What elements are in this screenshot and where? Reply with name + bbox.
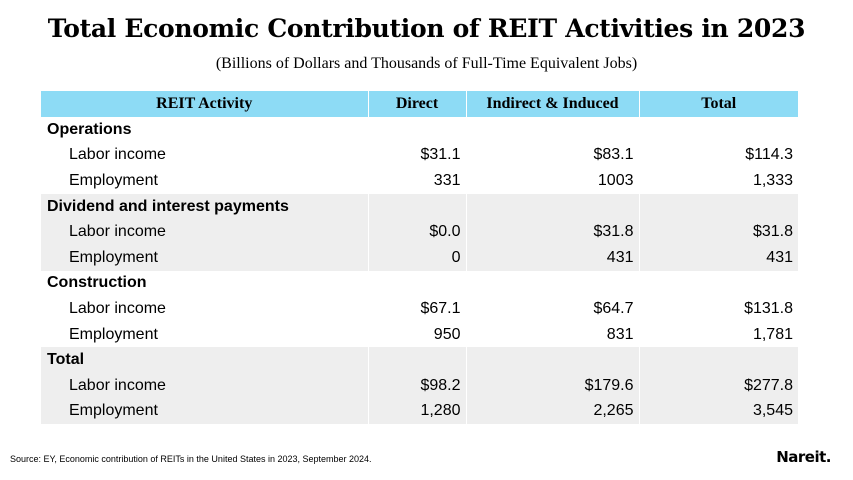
header-total: Total — [639, 91, 798, 117]
header-direct: Direct — [368, 91, 467, 117]
cell-indirect: 2,265 — [466, 398, 640, 425]
page-title: Total Economic Contribution of REIT Acti… — [47, 14, 806, 43]
cell-total: 3,545 — [639, 398, 798, 425]
cell-indirect: $83.1 — [466, 142, 640, 169]
cell-indirect: $64.7 — [466, 296, 640, 322]
cell-direct: 0 — [368, 244, 467, 271]
cell-total: 1,333 — [752, 171, 793, 189]
cell-total: $31.8 — [639, 219, 798, 245]
row-label: Labor income — [41, 372, 369, 399]
cell-direct: $0.0 — [368, 219, 467, 245]
table-row: Employment 331 1003 1,333 — [41, 168, 798, 194]
reit-contribution-table: REIT Activity Direct Indirect & Induced … — [41, 91, 798, 425]
table-row: Labor income $98.2 $179.6 $277.8 — [41, 372, 798, 399]
cell-indirect: $179.6 — [466, 372, 640, 399]
page-subtitle: (Billions of Dollars and Thousands of Fu… — [215, 55, 638, 72]
cell-indirect: 831 — [466, 321, 640, 348]
header-indirect-induced: Indirect & Induced — [466, 91, 640, 117]
table-row: Employment 0 431 431 — [41, 244, 798, 271]
row-label: Labor income — [41, 219, 369, 245]
cell-direct: $67.1 — [368, 296, 467, 322]
cell-indirect: 431 — [466, 244, 640, 271]
section-row-total: Total — [41, 347, 798, 373]
table-row: Labor income $0.0 $31.8 $31.8 — [41, 219, 798, 245]
row-label: Labor income — [41, 296, 369, 322]
cell-direct: 950 — [368, 321, 467, 348]
section-row-operations: Operations — [41, 117, 798, 143]
cell-direct: $31.1 — [368, 142, 467, 169]
row-label: Employment — [41, 321, 369, 348]
section-label: Total — [41, 347, 369, 373]
cell-total: 431 — [639, 244, 798, 271]
table-row: Labor income $31.1 $83.1 $114.3 — [41, 142, 798, 169]
header-reit-activity: REIT Activity — [41, 91, 369, 117]
cell-total: $131.8 — [744, 299, 793, 317]
row-label: Employment — [41, 168, 369, 194]
cell-total: $114.3 — [745, 146, 793, 164]
table-header-row: REIT Activity Direct Indirect & Induced … — [41, 91, 798, 117]
table-row: Employment 1,280 2,265 3,545 — [41, 398, 798, 425]
section-row-dividend-interest: Dividend and interest payments — [41, 193, 798, 220]
section-row-construction: Construction — [41, 270, 798, 297]
row-label: Employment — [41, 398, 369, 425]
row-label: Labor income — [41, 142, 369, 169]
cell-total: 1,781 — [752, 325, 793, 343]
nareit-logo: Nareit. — [776, 448, 831, 466]
table-row: Labor income $67.1 $64.7 $131.8 — [41, 296, 798, 322]
section-label: Operations — [41, 117, 369, 143]
cell-indirect: $31.8 — [466, 219, 640, 245]
source-note: Source: EY, Economic contribution of REI… — [10, 454, 372, 464]
table-row: Employment 950 831 1,781 — [41, 321, 798, 348]
cell-indirect: 1003 — [466, 168, 640, 194]
section-label: Dividend and interest payments — [41, 193, 369, 220]
cell-direct: 1,280 — [368, 398, 467, 425]
cell-total: $277.8 — [639, 372, 798, 399]
cell-direct: 331 — [368, 168, 467, 194]
section-label: Construction — [41, 270, 369, 297]
row-label: Employment — [41, 244, 369, 271]
cell-direct: $98.2 — [368, 372, 467, 399]
